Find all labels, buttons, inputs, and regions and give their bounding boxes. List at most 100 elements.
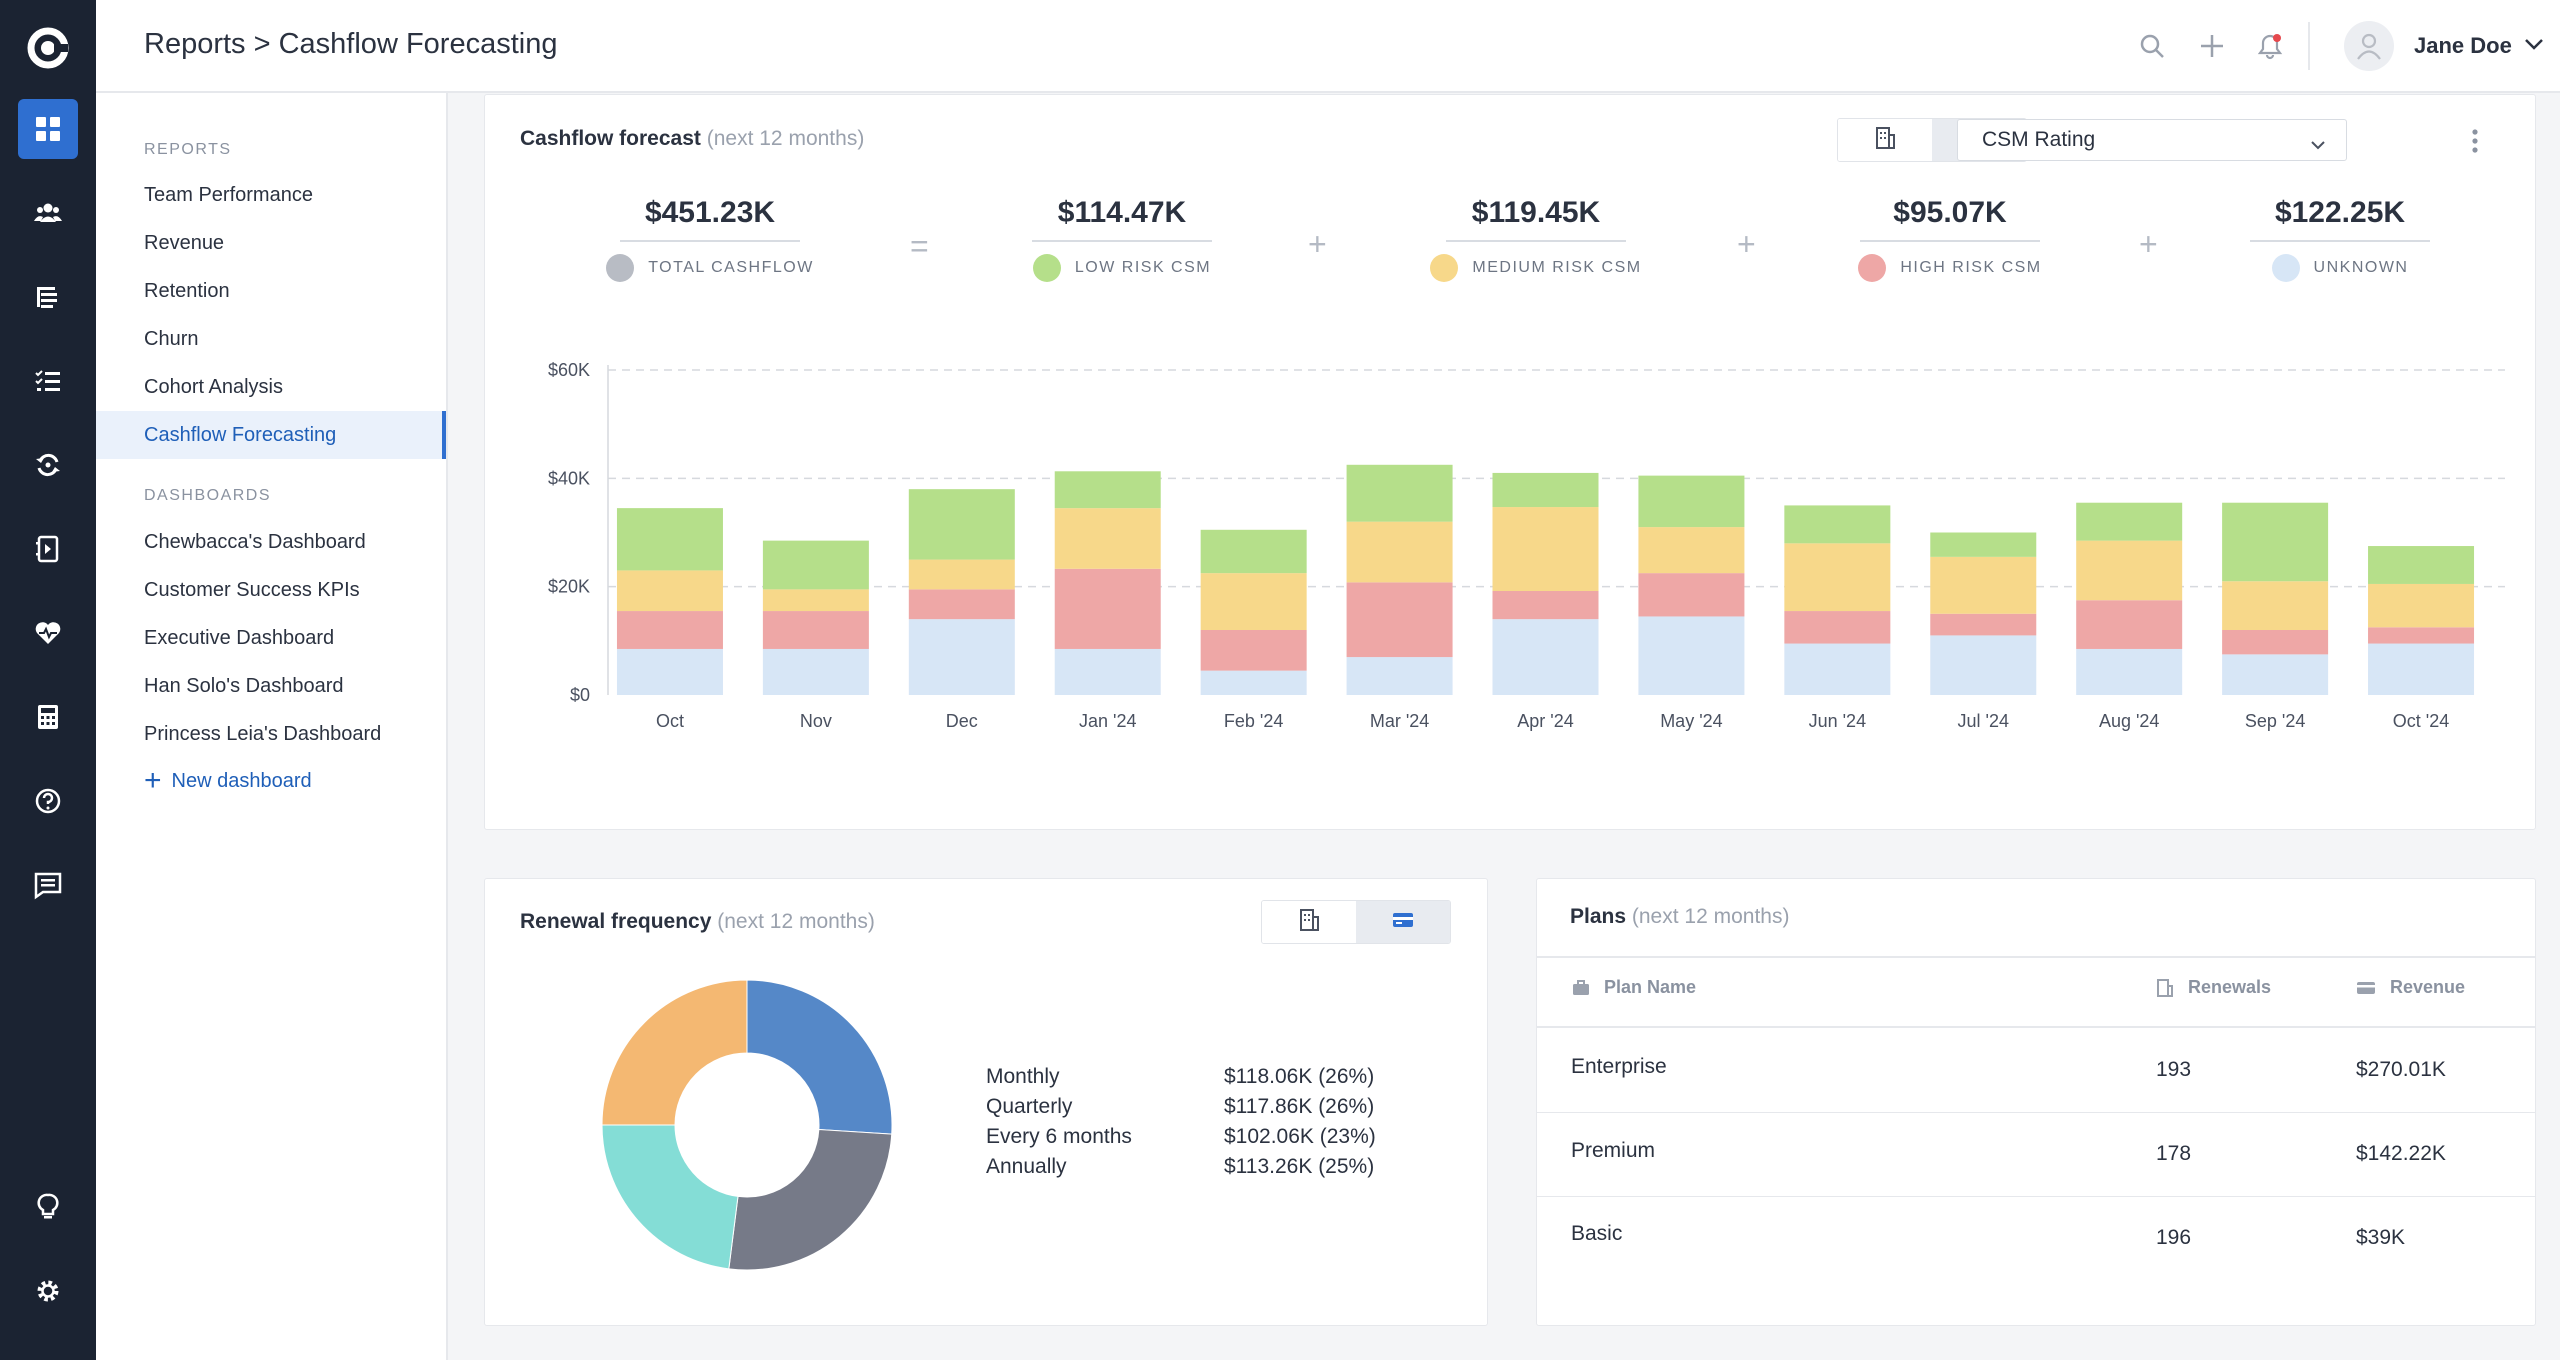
company-view-button[interactable]	[1838, 119, 1932, 161]
segments-icon[interactable]	[18, 267, 78, 327]
renewal-company-view-button[interactable]	[1262, 901, 1356, 943]
reports-heading: REPORTS	[144, 141, 232, 158]
bar-segment-low-risk-csm[interactable]	[1638, 475, 1745, 528]
renewal-label-every-6-months: Every 6 months	[986, 1125, 1132, 1148]
donut-slice-every-6-months[interactable]	[601, 1124, 739, 1270]
bar-segment-high-risk-csm[interactable]	[1054, 568, 1161, 649]
bar-segment-medium-risk-csm[interactable]	[1930, 556, 2037, 614]
bar-segment-low-risk-csm[interactable]	[2076, 502, 2183, 541]
bar-segment-unknown[interactable]	[1638, 616, 1745, 695]
group-by-select[interactable]: CSM Rating	[1957, 119, 2347, 161]
bar-segment-high-risk-csm[interactable]	[2222, 630, 2329, 655]
donut-slice-monthly[interactable]	[746, 979, 893, 1135]
bar-segment-high-risk-csm[interactable]	[1784, 611, 1891, 644]
bar-segment-medium-risk-csm[interactable]	[1054, 508, 1161, 569]
donut-slice-quarterly[interactable]	[728, 1128, 893, 1271]
bar-segment-unknown[interactable]	[908, 619, 1015, 695]
bar-segment-high-risk-csm[interactable]	[2076, 600, 2183, 649]
bar-segment-unknown[interactable]	[1200, 670, 1307, 695]
bar-segment-medium-risk-csm[interactable]	[1638, 527, 1745, 574]
column-header-plan-name[interactable]: Plan Name	[1572, 977, 1696, 998]
bar-segment-medium-risk-csm[interactable]	[908, 559, 1015, 590]
bar-segment-low-risk-csm[interactable]	[1200, 529, 1307, 574]
bar-segment-low-risk-csm[interactable]	[1492, 472, 1599, 508]
bar-segment-low-risk-csm[interactable]	[2222, 502, 2329, 582]
bar-segment-high-risk-csm[interactable]	[908, 589, 1015, 620]
customers-icon[interactable]	[18, 183, 78, 243]
sidebar-item-cashflow-forecasting[interactable]: Cashflow Forecasting	[96, 411, 446, 459]
sidebar-item-han-solo-dashboard[interactable]: Han Solo's Dashboard	[144, 674, 344, 697]
donut-slice-annually[interactable]	[601, 979, 748, 1126]
notifications-bell-icon[interactable]	[2252, 28, 2288, 64]
breadcrumb-reports-link[interactable]: Reports	[144, 28, 246, 60]
bar-segment-unknown[interactable]	[1054, 648, 1161, 695]
sidebar-item-princess-leia-dashboard[interactable]: Princess Leia's Dashboard	[144, 722, 382, 745]
sidebar-item-cohort-analysis[interactable]: Cohort Analysis	[144, 375, 283, 398]
sidebar-item-team-performance[interactable]: Team Performance	[144, 183, 313, 206]
lightbulb-icon[interactable]	[18, 1177, 78, 1237]
bar-segment-low-risk-csm[interactable]	[2368, 546, 2475, 584]
bar-segment-medium-risk-csm[interactable]	[2076, 540, 2183, 601]
bar-segment-low-risk-csm[interactable]	[1346, 464, 1453, 522]
bar-segment-low-risk-csm[interactable]	[1054, 471, 1161, 509]
bar-segment-low-risk-csm[interactable]	[616, 508, 723, 571]
sidebar-item-churn[interactable]: Churn	[144, 327, 199, 350]
column-header-revenue[interactable]: Revenue	[2356, 977, 2465, 998]
sidebar-item-customer-success-kpis[interactable]: Customer Success KPIs	[144, 578, 360, 601]
bar-segment-unknown[interactable]	[2076, 648, 2183, 695]
bar-segment-high-risk-csm[interactable]	[1346, 582, 1453, 658]
add-icon[interactable]	[2194, 28, 2230, 64]
bar-segment-unknown[interactable]	[1346, 657, 1453, 695]
new-dashboard-link[interactable]: + New dashboard	[144, 765, 312, 797]
bar-segment-medium-risk-csm[interactable]	[2368, 583, 2475, 628]
calculator-icon[interactable]	[18, 687, 78, 747]
bar-segment-low-risk-csm[interactable]	[908, 489, 1015, 560]
sidebar-item-chewbacca-dashboard[interactable]: Chewbacca's Dashboard	[144, 530, 366, 553]
tasks-list-icon[interactable]	[18, 351, 78, 411]
topbar-divider	[2308, 22, 2310, 70]
bar-segment-medium-risk-csm[interactable]	[2222, 581, 2329, 630]
bar-segment-unknown[interactable]	[2368, 643, 2475, 695]
user-menu[interactable]: Jane Doe	[2344, 20, 2544, 72]
renewals-icon[interactable]	[18, 435, 78, 495]
sidebar-item-revenue[interactable]: Revenue	[144, 231, 225, 254]
app-logo[interactable]	[24, 24, 72, 72]
bar-segment-unknown[interactable]	[762, 648, 869, 695]
health-icon[interactable]	[18, 603, 78, 663]
revenue-header-label: Revenue	[2390, 977, 2466, 997]
column-header-renewals[interactable]: Renewals	[2156, 977, 2271, 998]
renewal-revenue-view-button[interactable]	[1356, 901, 1450, 943]
bar-segment-medium-risk-csm[interactable]	[1200, 573, 1307, 630]
bar-segment-unknown[interactable]	[1930, 635, 2037, 695]
bar-segment-high-risk-csm[interactable]	[1930, 613, 2037, 636]
bar-segment-unknown[interactable]	[1784, 643, 1891, 695]
bar-segment-low-risk-csm[interactable]	[762, 540, 869, 590]
bar-segment-medium-risk-csm[interactable]	[1346, 521, 1453, 583]
dashboard-grid-icon[interactable]	[18, 99, 78, 159]
help-icon[interactable]	[18, 771, 78, 831]
building-icon	[1298, 908, 1320, 937]
sidebar-item-retention[interactable]: Retention	[144, 279, 230, 302]
bar-segment-high-risk-csm[interactable]	[2368, 627, 2475, 644]
bar-segment-high-risk-csm[interactable]	[1200, 630, 1307, 671]
plan-renewals-enterprise: 193	[2156, 1058, 2192, 1081]
bar-segment-high-risk-csm[interactable]	[1492, 591, 1599, 620]
messages-icon[interactable]	[18, 855, 78, 915]
search-icon[interactable]	[2134, 28, 2170, 64]
bar-segment-medium-risk-csm[interactable]	[762, 589, 869, 612]
playbooks-icon[interactable]	[18, 519, 78, 579]
bar-segment-medium-risk-csm[interactable]	[1492, 507, 1599, 591]
bar-segment-high-risk-csm[interactable]	[762, 611, 869, 649]
bar-segment-high-risk-csm[interactable]	[616, 611, 723, 649]
bar-segment-medium-risk-csm[interactable]	[1784, 543, 1891, 612]
bar-segment-unknown[interactable]	[2222, 654, 2329, 695]
bar-segment-unknown[interactable]	[1492, 619, 1599, 695]
bar-segment-high-risk-csm[interactable]	[1638, 573, 1745, 617]
bar-segment-medium-risk-csm[interactable]	[616, 570, 723, 612]
settings-icon[interactable]	[18, 1261, 78, 1321]
bar-segment-low-risk-csm[interactable]	[1930, 532, 2037, 557]
more-options-icon[interactable]	[2463, 126, 2487, 156]
bar-segment-low-risk-csm[interactable]	[1784, 505, 1891, 544]
sidebar-item-executive-dashboard[interactable]: Executive Dashboard	[144, 626, 335, 649]
bar-segment-unknown[interactable]	[616, 648, 723, 695]
